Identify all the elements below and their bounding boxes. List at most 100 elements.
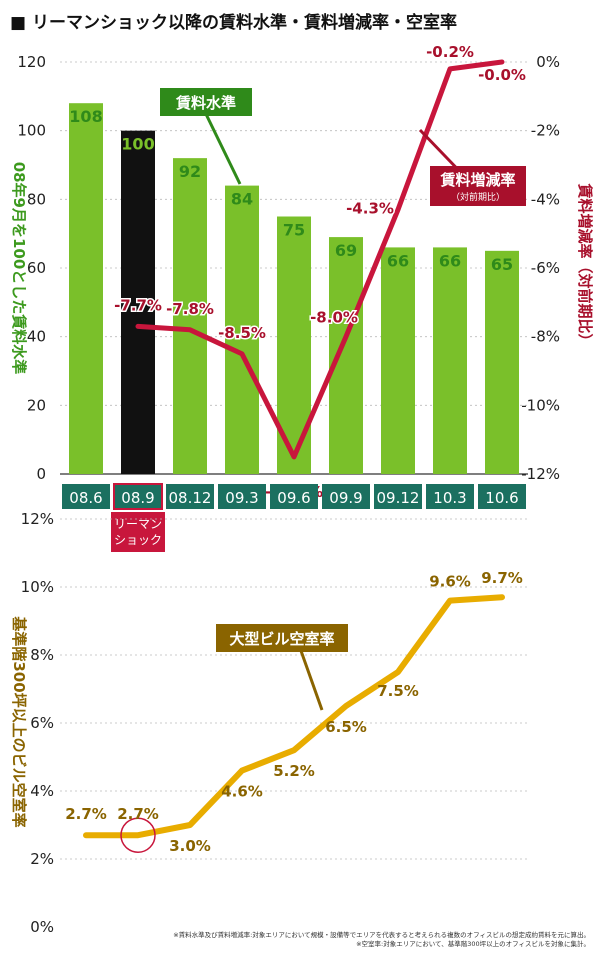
vacancy-data-label: 2.7%: [65, 805, 107, 823]
rent-level-callout-label: 賃料水準: [175, 94, 236, 112]
vacancy-callout-box: [216, 624, 348, 652]
rent-level-bar-label: 69: [335, 241, 357, 260]
category-tab: [113, 483, 163, 510]
rent-change-data-label: -0.2%: [426, 43, 474, 61]
rent-level-bar-label: 108: [69, 107, 102, 126]
rent-level-axis-title: 08年9月を100とした賃料水準: [10, 162, 28, 375]
rent-change-callout-label: 賃料増減率: [439, 171, 515, 189]
rent-change-tick-label: -10%: [521, 396, 560, 414]
vacancy-tick-label: 10%: [21, 578, 54, 596]
rent-change-data-label: -4.3%: [346, 200, 394, 218]
rent-change-data-label: -7.7%: [114, 296, 162, 314]
footnote: ※空室率:対象エリアにおいて、基準階300坪以上のオフィスビルを対象に集計。: [356, 939, 590, 948]
lehman-shock-marker: リーマンショック: [111, 512, 165, 552]
rent-level-tick-label: 120: [17, 53, 46, 71]
vacancy-data-label: 6.5%: [325, 718, 367, 736]
rent-level-bar: [381, 247, 415, 474]
category-tab: [270, 484, 318, 509]
vacancy-rate-line: 2.7% 2.7% 3.0% 4.6% 5.2% 6.5% 7.5% 9.6% 9.7%: [65, 569, 523, 855]
rent-level-bar-label: 84: [231, 190, 253, 209]
vacancy-tick-label: 2%: [30, 850, 54, 868]
rent-change-tick-label: 0%: [536, 53, 560, 71]
rent-change-axis-ticks: -12% -10% -8% -6% -4% -2% 0%: [521, 53, 560, 483]
lehman-shock-label: ショック: [114, 533, 162, 547]
rent-level-bar: [329, 237, 363, 474]
rent-level-bars: 108 100 92 84 75 69 66 66 65: [69, 103, 519, 474]
rent-level-bar: [69, 103, 103, 474]
vacancy-data-label: 7.5%: [377, 682, 419, 700]
chart-title: ■ リーマンショック以降の賃料水準・賃料増減率・空室率: [10, 12, 457, 33]
vacancy-tick-label: 8%: [30, 646, 54, 664]
category-label: 09.6: [277, 489, 310, 507]
rent-level-bar-label: 100: [121, 135, 154, 154]
rent-level-bar: [433, 247, 467, 474]
rent-level-callout-box: [160, 88, 252, 116]
footnotes: ※賃料水準及び賃料増減率:対象エリアにおいて規模・設備等でエリアを代表すると考え…: [173, 930, 590, 948]
category-label: 09.12: [377, 489, 420, 507]
lehman-highlight-circle: [120, 817, 156, 853]
category-label: 10.6: [485, 489, 518, 507]
rent-level-callout-leader: [203, 111, 242, 185]
rent-level-bar: [121, 130, 155, 474]
category-tab: [478, 484, 526, 509]
rent-level-bar: [225, 185, 259, 474]
vacancy-axis-title: 基準階300坪以上のビル空室率: [10, 615, 28, 827]
vacancy-callout-leader: [298, 647, 324, 711]
rent-level-tick-label: 40: [27, 328, 46, 346]
category-label: 09.3: [225, 489, 258, 507]
category-tab: [62, 484, 110, 509]
vacancy-tick-label: 4%: [30, 782, 54, 800]
rent-change-callout-sublabel: （対前期比）: [451, 191, 505, 203]
rent-level-tick-label: 20: [27, 396, 46, 414]
rent-change-tick-label: -4%: [531, 190, 560, 208]
rent-change-data-label: -0.0%: [478, 66, 526, 84]
rent-level-tick-label: 0: [36, 465, 46, 483]
vacancy-tick-label: 6%: [30, 714, 54, 732]
vacancy-data-label: 5.2%: [273, 762, 315, 780]
rent-level-bar-label: 75: [283, 221, 305, 240]
vacancy-data-label: 3.0%: [169, 837, 211, 855]
rent-level-bar-label: 92: [179, 162, 201, 181]
vacancy-tick-label: 12%: [21, 510, 54, 528]
vacancy-tick-label: 0%: [30, 918, 54, 936]
rent-change-series-line: [135, 59, 505, 460]
rent-level-tick-label: 100: [17, 122, 46, 140]
vacancy-axis-ticks: 0% 2% 4% 6% 8% 10% 12%: [21, 510, 54, 936]
category-tab: [166, 484, 214, 509]
rent-level-bar: [485, 250, 519, 474]
rent-change-tick-label: -2%: [531, 122, 560, 140]
vertical-axis-labels: 08年9月を100とした賃料水準 賃料増減率（対前期比）基準階300坪以上のビル空…: [10, 162, 594, 828]
category-label: 09.9: [329, 489, 362, 507]
bottom-gridlines: [60, 518, 528, 860]
category-label: 10.3: [433, 489, 466, 507]
rent-change-tick-label: -12%: [521, 465, 560, 483]
rent-level-axis-ticks: 0 20 40 60 80 100 120: [17, 53, 46, 483]
rent-level-bar-label: 65: [491, 255, 513, 274]
rent-change-axis-title: 賃料増減率（対前期比）: [576, 182, 594, 348]
rent-level-bar-label: 66: [439, 251, 461, 270]
rent-change-data-label: -8.0%: [310, 309, 358, 327]
rent-change-callout-box: [430, 166, 526, 206]
category-label: 08.6: [69, 489, 102, 507]
rent-change-data-label: -8.5%: [218, 324, 266, 342]
vacancy-data-label: 2.7%: [117, 805, 159, 823]
vacancy-data-label: 9.7%: [481, 569, 523, 587]
vacancy-data-label: 4.6%: [221, 783, 263, 801]
category-tab: [322, 484, 370, 509]
vacancy-data-label: 9.6%: [429, 573, 471, 591]
footnote: ※賃料水準及び賃料増減率:対象エリアにおいて規模・設備等でエリアを代表すると考え…: [173, 930, 590, 939]
lehman-shock-label: リーマン: [114, 517, 162, 531]
rent-change-tick-label: -8%: [531, 328, 560, 346]
category-tab: [218, 484, 266, 509]
rent-change-tick-label: -6%: [531, 259, 560, 277]
category-label: 08.9: [121, 489, 154, 507]
rent-change-data-label: -7.8%: [166, 300, 214, 318]
rent-level-tick-label: 80: [27, 190, 46, 208]
category-tab: [374, 484, 422, 509]
category-tab: [426, 484, 474, 509]
vacancy-callout-label: 大型ビル空室率: [229, 630, 334, 648]
category-axis: 08.6 08.9 08.12 09.3 09.6 09.9 09.12 10.3 10.6: [62, 483, 526, 510]
rent-level-bar-label: 66: [387, 251, 409, 270]
